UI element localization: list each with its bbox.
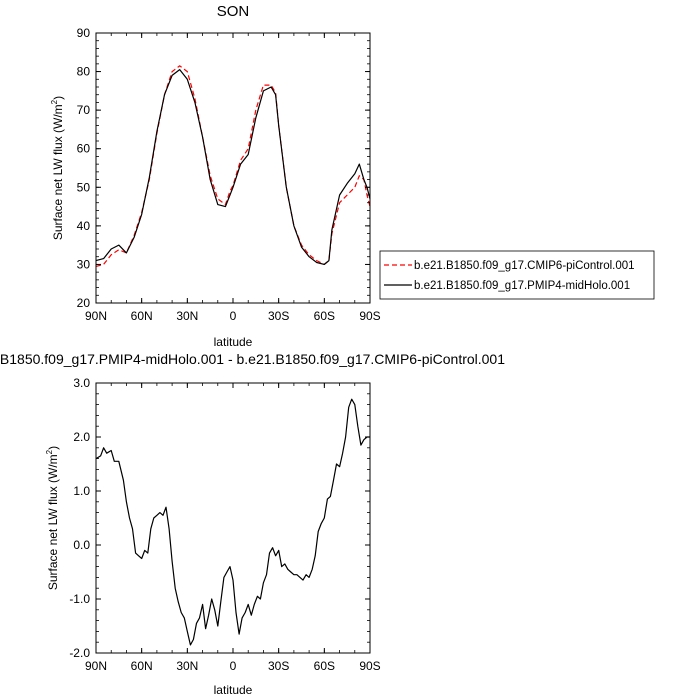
- bottom-chart-x-tick-label: 90N: [85, 659, 107, 673]
- legend-label-midholo: b.e21.B1850.f09_g17.PMIP4-midHolo.001: [414, 280, 630, 292]
- top-chart-y-tick-label: 20: [77, 296, 91, 310]
- bottom-chart-x-tick-label: 30S: [268, 659, 289, 673]
- legend: b.e21.B1850.f09_g17.CMIP6-piControl.001 …: [379, 250, 655, 300]
- bottom-chart-lines: [95, 398, 370, 646]
- top-chart-x-tick-label: 90S: [359, 309, 380, 323]
- bottom-chart-y-tick-label: -1.0: [69, 592, 90, 606]
- bottom-chart-x-label: latitude: [214, 683, 253, 697]
- top-chart-y-tick-label: 70: [77, 103, 91, 117]
- top-chart-y-tick-label: 30: [77, 257, 91, 271]
- bottom-chart-y-tick-label: 2.0: [73, 430, 90, 444]
- bottom-chart: b.e21.B1850.f09_g17.PMIP4-midHolo.001 - …: [0, 351, 505, 697]
- top-chart-x-label: latitude: [214, 335, 253, 349]
- bottom-chart-frame: [95, 382, 371, 654]
- top-chart-lines: [95, 65, 371, 267]
- bottom-chart-y-tick-label: 1.0: [73, 484, 90, 498]
- top-chart-x-tick-label: 60S: [314, 309, 335, 323]
- bottom-chart-y-tick-label: 3.0: [73, 376, 90, 390]
- top-chart-y-tick-label: 60: [77, 142, 91, 156]
- top-chart-x-tick-label: 30N: [176, 309, 198, 323]
- top-chart-x-tick-label: 90N: [85, 309, 107, 323]
- bottom-chart-x-tick-label: 30N: [176, 659, 198, 673]
- top-chart: SON 20 30 40 50 60 70 80 90 90N 60N 30N 0 30S 60S 90S…: [50, 3, 655, 349]
- bottom-chart-y-axis: -2.0 -1.0 0.0 1.0 2.0 3.0: [69, 376, 370, 660]
- bottom-chart-x-axis: 90N 60N 30N 0 30S 60S 90S: [85, 383, 381, 673]
- top-chart-series-line-0: [95, 65, 371, 267]
- top-chart-x-tick-label: 0: [230, 309, 237, 323]
- top-chart-y-label: Surface net LW flux (W/m2): [50, 96, 65, 240]
- top-chart-series-line-1: [95, 68, 371, 265]
- bottom-chart-x-tick-label: 0: [230, 659, 237, 673]
- bottom-chart-y-tick-label: 0.0: [73, 538, 90, 552]
- top-chart-y-axis: 20 30 40 50 60 70 80 90: [77, 26, 370, 310]
- top-chart-title: SON: [217, 3, 250, 20]
- bottom-chart-y-tick-label: -2.0: [69, 646, 90, 660]
- top-chart-x-tick-label: 30S: [268, 309, 289, 323]
- bottom-chart-y-label: Surface net LW flux (W/m2): [45, 446, 60, 590]
- bottom-chart-x-tick-label: 90S: [359, 659, 380, 673]
- bottom-chart-x-tick-label: 60N: [131, 659, 153, 673]
- top-chart-y-tick-label: 40: [77, 219, 91, 233]
- bottom-chart-x-tick-label: 60S: [314, 659, 335, 673]
- top-chart-frame: [95, 32, 371, 304]
- bottom-chart-series-line-0: [95, 398, 370, 646]
- top-chart-y-tick-label: 50: [77, 180, 91, 194]
- top-chart-y-tick-label: 80: [77, 65, 91, 79]
- bottom-chart-title: b.e21.B1850.f09_g17.PMIP4-midHolo.001 - …: [0, 351, 505, 367]
- legend-label-picontrol: b.e21.B1850.f09_g17.CMIP6-piControl.001: [414, 260, 635, 272]
- top-chart-y-tick-label: 90: [77, 26, 91, 40]
- legend-box: [379, 250, 655, 300]
- top-chart-x-axis: 90N 60N 30N 0 30S 60S 90S: [85, 33, 381, 323]
- top-chart-x-tick-label: 60N: [131, 309, 153, 323]
